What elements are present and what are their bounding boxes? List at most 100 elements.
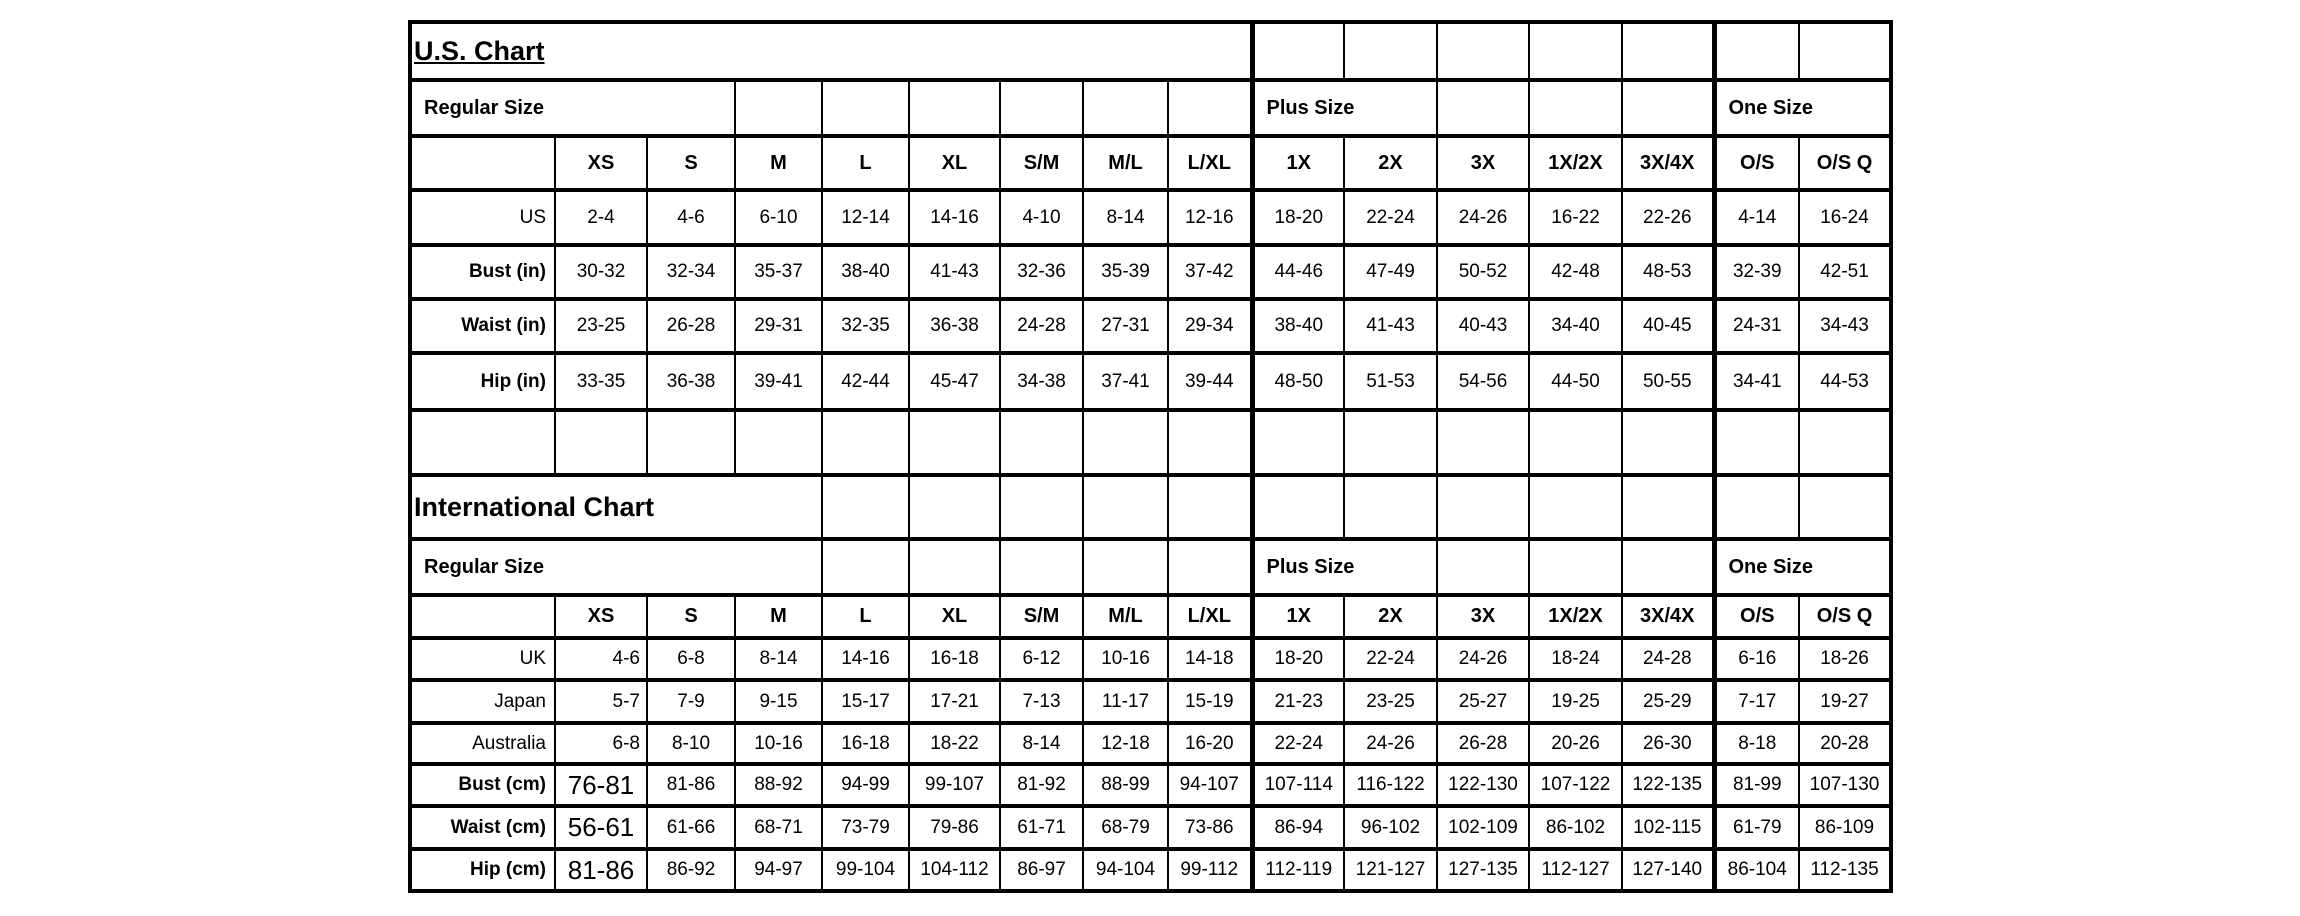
size-value: 68-71	[734, 804, 823, 851]
size-value: 107-122	[1528, 762, 1623, 808]
size-value: 23-25	[1343, 678, 1438, 725]
group-one-size: One Size	[1713, 537, 1892, 597]
table-row: UK 4-6 6-8 8-14 14-16 16-18 6-12 10-16 14-18 18-2…	[409, 636, 1892, 682]
size-column-header: 2X	[1343, 134, 1438, 192]
size-value: 7-13	[999, 678, 1084, 725]
size-value: 99-107	[908, 762, 1001, 808]
size-column-header: 2X	[1343, 593, 1438, 640]
size-value: 12-16	[1167, 188, 1255, 247]
empty-cell	[1713, 473, 1800, 541]
size-column-header: 1X	[1251, 134, 1345, 192]
size-column-header: L/XL	[1167, 593, 1255, 640]
size-value: 14-16	[821, 636, 910, 682]
empty-cell	[1436, 473, 1530, 541]
size-value: 88-99	[1082, 762, 1169, 808]
size-value: 44-46	[1251, 243, 1345, 301]
size-column-header: M/L	[1082, 134, 1169, 192]
size-column-header: M/L	[1082, 593, 1169, 640]
size-value: 22-26	[1621, 188, 1717, 247]
size-value: 24-26	[1436, 188, 1530, 247]
size-value: 4-14	[1713, 188, 1800, 247]
table-row: Bust (cm) 76-81 81-86 88-92 94-99 99-107 81-92…	[409, 762, 1892, 808]
size-value: 29-34	[1167, 297, 1255, 355]
size-value: 32-39	[1713, 243, 1800, 301]
size-value: 12-14	[821, 188, 910, 247]
size-value: 122-135	[1621, 762, 1717, 808]
size-value: 22-24	[1343, 636, 1438, 682]
size-value: 112-135	[1798, 847, 1892, 893]
empty-cell	[1167, 408, 1255, 477]
size-value: 99-104	[821, 847, 910, 893]
empty-cell	[1251, 473, 1345, 541]
size-value: 86-102	[1528, 804, 1623, 851]
size-value: 14-18	[1167, 636, 1255, 682]
size-value: 86-94	[1251, 804, 1345, 851]
size-value: 107-114	[1251, 762, 1345, 808]
size-value: 17-21	[908, 678, 1001, 725]
size-value: 44-53	[1798, 351, 1892, 412]
group-regular-size: Regular Size	[409, 537, 823, 597]
size-column-header: 3X	[1436, 134, 1530, 192]
size-value: 24-26	[1343, 721, 1438, 766]
size-value: 68-79	[1082, 804, 1169, 851]
size-value: 11-17	[1082, 678, 1169, 725]
size-value: 25-29	[1621, 678, 1717, 725]
empty-cell	[646, 408, 736, 477]
size-value: 96-102	[1343, 804, 1438, 851]
empty-cell	[1343, 473, 1438, 541]
size-value: 73-86	[1167, 804, 1255, 851]
chart-title-row: U.S. Chart	[409, 20, 1892, 82]
empty-cell	[1082, 408, 1169, 477]
size-column-header: M	[734, 593, 823, 640]
row-label: Waist (cm)	[409, 804, 556, 851]
empty-cell	[1167, 78, 1255, 138]
row-label: Bust (cm)	[409, 762, 556, 808]
size-value: 15-19	[1167, 678, 1255, 725]
size-value: 102-115	[1621, 804, 1717, 851]
empty-cell	[734, 408, 823, 477]
table-row: Bust (in) 30-32 32-34 35-37 38-40 41-43 32-36 3…	[409, 243, 1892, 301]
size-value: 6-8	[554, 721, 648, 766]
size-value: 29-31	[734, 297, 823, 355]
spacer-row	[409, 408, 1892, 477]
size-value: 102-109	[1436, 804, 1530, 851]
size-column-header: 3X/4X	[1621, 134, 1717, 192]
empty-cell	[1621, 408, 1717, 477]
size-value: 36-38	[908, 297, 1001, 355]
group-regular-size: Regular Size	[409, 78, 736, 138]
size-value: 61-79	[1713, 804, 1800, 851]
table-row: Japan 5-7 7-9 9-15 15-17 17-21 7-13 11-17 15-19 2…	[409, 678, 1892, 725]
size-value: 18-24	[1528, 636, 1623, 682]
row-label: UK	[409, 636, 556, 682]
size-value: 94-107	[1167, 762, 1255, 808]
size-value: 41-43	[908, 243, 1001, 301]
size-value: 18-20	[1251, 188, 1345, 247]
size-value: 34-38	[999, 351, 1084, 412]
size-value: 12-18	[1082, 721, 1169, 766]
size-value: 50-52	[1436, 243, 1530, 301]
size-value: 9-15	[734, 678, 823, 725]
size-value: 107-130	[1798, 762, 1892, 808]
size-value: 26-30	[1621, 721, 1717, 766]
size-column-header: 1X/2X	[1528, 593, 1623, 640]
empty-cell	[1621, 78, 1717, 138]
size-value: 8-14	[1082, 188, 1169, 247]
size-value: 6-8	[646, 636, 736, 682]
row-label: Japan	[409, 678, 556, 725]
size-value: 16-18	[821, 721, 910, 766]
empty-cell	[908, 473, 1001, 541]
size-value: 34-41	[1713, 351, 1800, 412]
size-value: 8-10	[646, 721, 736, 766]
empty-cell	[1798, 408, 1892, 477]
size-value: 39-44	[1167, 351, 1255, 412]
size-value: 18-22	[908, 721, 1001, 766]
size-value: 6-10	[734, 188, 823, 247]
size-value: 48-53	[1621, 243, 1717, 301]
table-row: Australia 6-8 8-10 10-16 16-18 18-22 8-14 12-18…	[409, 721, 1892, 766]
row-label: US	[409, 188, 556, 247]
empty-cell	[1798, 473, 1892, 541]
size-value: 24-28	[1621, 636, 1717, 682]
empty-cell	[1082, 78, 1169, 138]
size-group-row: Regular Size Plus Size One Size	[409, 78, 1892, 138]
size-value: 121-127	[1343, 847, 1438, 893]
